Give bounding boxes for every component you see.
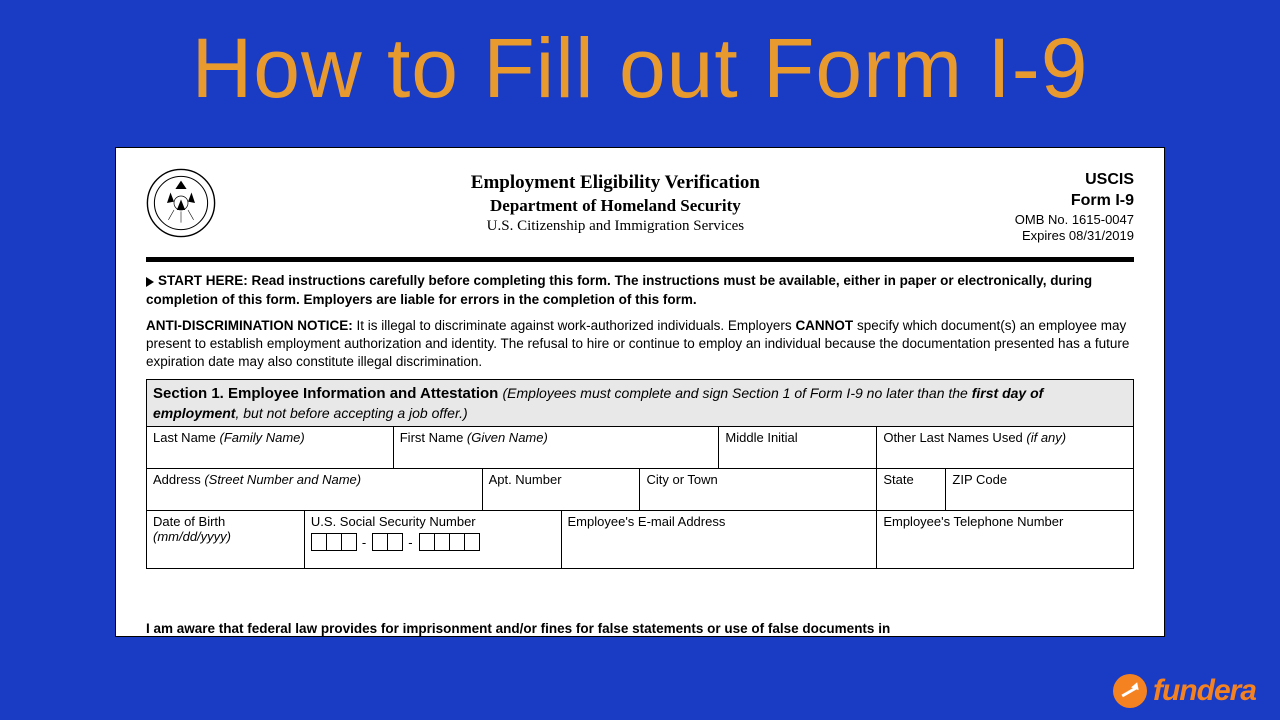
field-ssn[interactable]: U.S. Social Security Number - -: [304, 511, 561, 569]
fundera-logo: fundera: [1113, 674, 1256, 708]
divider-rule: [146, 257, 1134, 262]
fundera-icon: [1113, 674, 1147, 708]
employee-info-table: Last Name (Family Name) First Name (Give…: [146, 426, 1134, 611]
dhs-seal-icon: [146, 168, 216, 238]
expiry-date: Expires 08/31/2019: [1015, 228, 1134, 245]
arrow-icon: [146, 277, 154, 287]
uscis-label: USCIS: [1015, 170, 1134, 191]
field-address[interactable]: Address (Street Number and Name): [147, 469, 483, 511]
field-first-name[interactable]: First Name (Given Name): [393, 427, 719, 469]
form-header: Employment Eligibility Verification Depa…: [146, 168, 1134, 245]
fundera-text: fundera: [1153, 674, 1256, 708]
ssn-boxes[interactable]: - -: [311, 533, 479, 551]
form-id-block: USCIS Form I-9 OMB No. 1615-0047 Expires…: [1015, 168, 1134, 245]
field-middle-initial[interactable]: Middle Initial: [719, 427, 877, 469]
section1-italic-a: (Employees must complete and sign Sectio…: [503, 385, 972, 401]
form-document: Employment Eligibility Verification Depa…: [115, 147, 1165, 637]
field-phone[interactable]: Employee's Telephone Number: [877, 511, 1134, 569]
form-title-line2: Department of Homeland Security: [216, 196, 1015, 216]
field-email[interactable]: Employee's E-mail Address: [561, 511, 877, 569]
section1-title: Section 1. Employee Information and Atte…: [153, 385, 503, 402]
field-last-name[interactable]: Last Name (Family Name): [147, 427, 394, 469]
anti-text-a: It is illegal to discriminate against wo…: [353, 318, 796, 333]
page-title: How to Fill out Form I-9: [0, 0, 1280, 117]
start-here-label: START HERE:: [158, 273, 248, 288]
field-apt[interactable]: Apt. Number: [482, 469, 640, 511]
start-here-text: START HERE: Read instructions carefully …: [146, 272, 1134, 308]
section1-italic-b: , but not before accepting a job offer.): [235, 405, 467, 421]
form-title-block: Employment Eligibility Verification Depa…: [216, 168, 1015, 235]
start-here-body: Read instructions carefully before compl…: [146, 273, 1092, 306]
anti-label: ANTI-DISCRIMINATION NOTICE:: [146, 318, 353, 333]
field-state[interactable]: State: [877, 469, 946, 511]
omb-number: OMB No. 1615-0047: [1015, 212, 1134, 229]
awareness-statement: I am aware that federal law provides for…: [146, 621, 1134, 636]
table-row: Date of Birth (mm/dd/yyyy) U.S. Social S…: [147, 511, 1134, 569]
field-city[interactable]: City or Town: [640, 469, 877, 511]
field-zip[interactable]: ZIP Code: [946, 469, 1134, 511]
field-other-names[interactable]: Other Last Names Used (if any): [877, 427, 1134, 469]
form-number: Form I-9: [1015, 191, 1134, 212]
table-row: Address (Street Number and Name) Apt. Nu…: [147, 469, 1134, 511]
anti-discrimination-text: ANTI-DISCRIMINATION NOTICE: It is illega…: [146, 317, 1134, 372]
section1-header: Section 1. Employee Information and Atte…: [146, 379, 1134, 426]
form-title-line1: Employment Eligibility Verification: [216, 172, 1015, 194]
table-row: Last Name (Family Name) First Name (Give…: [147, 427, 1134, 469]
form-title-line3: U.S. Citizenship and Immigration Service…: [216, 218, 1015, 235]
field-dob[interactable]: Date of Birth (mm/dd/yyyy): [147, 511, 305, 569]
anti-cannot: CANNOT: [795, 318, 853, 333]
